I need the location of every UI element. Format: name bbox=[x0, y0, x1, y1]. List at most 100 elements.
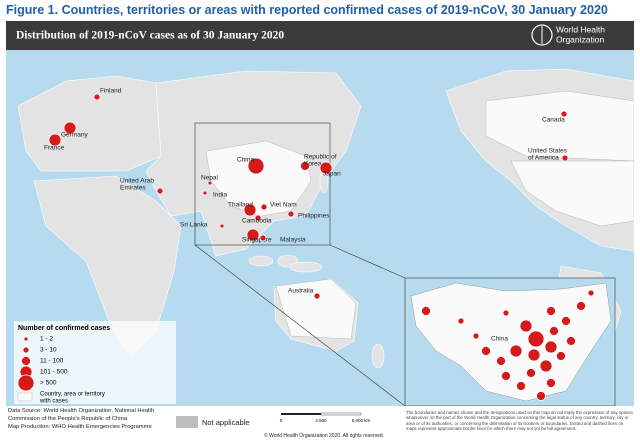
inset-points: China bbox=[421, 289, 595, 401]
country-label: Republic of bbox=[304, 154, 337, 161]
case-marker bbox=[587, 289, 595, 297]
case-marker bbox=[527, 348, 541, 362]
banner-title: Distribution of 2019-nCoV cases as of 30… bbox=[16, 30, 284, 42]
case-marker bbox=[207, 180, 213, 186]
scale-segment bbox=[281, 413, 321, 415]
case-marker bbox=[560, 110, 568, 118]
case-marker bbox=[527, 330, 545, 348]
country-label: Finland bbox=[100, 88, 122, 95]
inset: China bbox=[404, 277, 616, 406]
scale-bar: 0 2,500 5,000 km bbox=[280, 412, 371, 423]
legend-label: 1 - 2 bbox=[40, 336, 53, 343]
legend-box bbox=[14, 321, 176, 404]
case-marker bbox=[156, 187, 164, 195]
case-marker bbox=[481, 346, 491, 356]
case-marker bbox=[501, 371, 511, 381]
legend-label: 3 - 10 bbox=[40, 347, 57, 354]
legend-title: Number of confirmed cases bbox=[18, 325, 110, 332]
case-marker bbox=[546, 306, 556, 316]
case-marker bbox=[556, 351, 566, 361]
case-marker bbox=[576, 301, 586, 311]
case-marker bbox=[93, 93, 101, 101]
country-label: Viet Nam bbox=[270, 202, 297, 209]
case-marker bbox=[48, 133, 62, 147]
case-marker bbox=[539, 359, 553, 373]
case-marker bbox=[246, 228, 260, 242]
not-applicable-swatch bbox=[176, 416, 198, 428]
case-marker bbox=[254, 214, 262, 222]
country-label: Singapore bbox=[242, 237, 272, 244]
country-label: Korea bbox=[304, 161, 322, 168]
country-label: Emirates bbox=[120, 185, 146, 192]
country-label: Cambodia bbox=[242, 218, 272, 225]
legend-label: with cases bbox=[39, 399, 68, 405]
country-label: Thailand bbox=[228, 202, 253, 209]
inset-land bbox=[410, 282, 612, 402]
country-label: Japan bbox=[323, 171, 341, 178]
case-marker bbox=[561, 154, 569, 162]
disclaimer: The boundaries and names shown and the d… bbox=[406, 410, 633, 432]
map-production: Map Production: WHO Health Emergencies P… bbox=[8, 424, 152, 430]
case-marker bbox=[457, 317, 465, 325]
scale-label: 0 bbox=[280, 418, 283, 423]
case-marker bbox=[561, 316, 571, 326]
inset-connector bbox=[329, 244, 406, 279]
case-marker bbox=[421, 306, 431, 316]
case-marker bbox=[472, 332, 480, 340]
case-marker bbox=[536, 391, 546, 401]
case-marker bbox=[516, 381, 526, 391]
legend: Number of confirmed cases 1 - 2 3 - 10 11 -… bbox=[17, 325, 110, 405]
case-marker bbox=[260, 203, 268, 211]
inset-connector bbox=[194, 244, 406, 406]
case-marker bbox=[21, 356, 31, 366]
case-marker bbox=[496, 356, 506, 366]
country-label: Germany bbox=[61, 132, 88, 139]
case-marker bbox=[319, 161, 333, 175]
logo-text: Organization bbox=[556, 34, 604, 44]
country-label: France bbox=[44, 145, 65, 152]
case-marker bbox=[526, 368, 536, 378]
logo-text: World Health bbox=[556, 24, 605, 34]
case-marker bbox=[300, 161, 310, 171]
country-label: Canada bbox=[542, 117, 565, 124]
case-marker bbox=[219, 223, 225, 229]
case-marker bbox=[287, 210, 295, 218]
case-marker bbox=[546, 378, 556, 388]
country-label: United States bbox=[528, 148, 568, 155]
case-marker bbox=[502, 309, 510, 317]
country-label: Australia bbox=[288, 288, 314, 295]
case-marker bbox=[519, 319, 533, 333]
case-marker bbox=[243, 203, 257, 217]
legend-swatch bbox=[17, 392, 33, 402]
scale-label: 2,500 bbox=[315, 418, 327, 423]
case-marker bbox=[23, 336, 29, 342]
country-label: Philippines bbox=[298, 213, 330, 220]
inset-label: China bbox=[491, 336, 508, 343]
affected-areas bbox=[205, 90, 634, 340]
scale-label: 5,000 km bbox=[352, 418, 371, 423]
figure-title: Figure 1. Countries, territories or area… bbox=[6, 3, 608, 17]
scale-segment bbox=[320, 412, 362, 416]
case-marker bbox=[22, 346, 30, 354]
map: Distribution of 2019-nCoV cases as of 30… bbox=[6, 21, 634, 406]
banner bbox=[6, 21, 634, 50]
legend-label: 101 - 500 bbox=[40, 369, 68, 376]
case-marker bbox=[63, 121, 77, 135]
who-emblem bbox=[531, 24, 553, 46]
copyright: © World Health Organization 2020. All ri… bbox=[264, 433, 385, 439]
case-marker bbox=[202, 190, 208, 196]
case-marker bbox=[17, 374, 35, 392]
country-label: India bbox=[213, 192, 227, 199]
legend-label: > 500 bbox=[40, 380, 57, 387]
footer: Data Source: World Health Organization, … bbox=[6, 408, 634, 445]
country-label: Malaysia bbox=[280, 237, 306, 244]
inset-extent bbox=[194, 122, 331, 246]
case-marker bbox=[509, 344, 523, 358]
data-source: Data Source: World Health Organization, … bbox=[8, 408, 155, 422]
country-label: United Arab bbox=[120, 178, 154, 185]
case-marker bbox=[313, 292, 321, 300]
case-marker bbox=[544, 340, 558, 354]
